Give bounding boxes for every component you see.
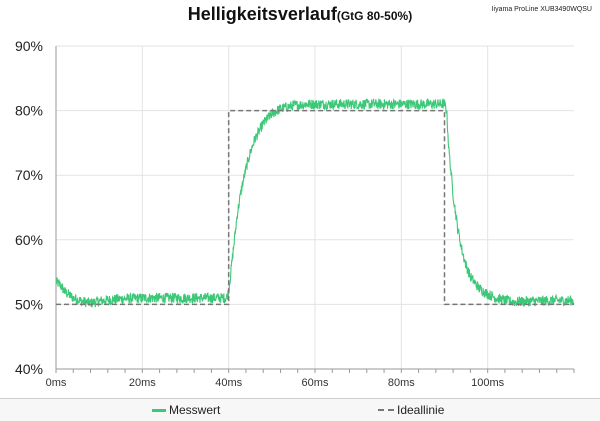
y-tick-label-5: 90% xyxy=(15,38,43,54)
chart-legend: Messwert Ideallinie xyxy=(0,398,600,421)
response-time-chart: 0ms 20ms 40ms 60ms 80ms 100ms 40% 50% 60% 70% 80% 9… xyxy=(15,38,575,389)
monitor-model-label: Iiyama ProLine XUB3490WQSU xyxy=(491,6,592,13)
legend-swatch-messwert xyxy=(152,408,166,412)
chart-title: Helligkeitsverlauf(GtG 80-50%) xyxy=(0,4,600,32)
chart-grid xyxy=(56,45,574,369)
series-messwert-line xyxy=(55,97,575,308)
x-tick-label-2: 40ms xyxy=(215,377,242,389)
chart-tick-labels: 0ms 20ms 40ms 60ms 80ms 100ms 40% 50% 60% 70% 80% 9… xyxy=(15,38,505,389)
chart-title-main: Helligkeitsverlauf xyxy=(187,4,337,24)
legend-item-ideallinie: Ideallinie xyxy=(378,402,444,418)
legend-swatch-ideallinie xyxy=(378,409,394,411)
x-tick-label-4: 80ms xyxy=(388,377,415,389)
legend-label-messwert: Messwert xyxy=(169,403,221,417)
x-tick-label-1: 20ms xyxy=(129,377,156,389)
y-tick-label-3: 70% xyxy=(15,167,43,183)
legend-label-ideallinie: Ideallinie xyxy=(397,403,445,417)
y-tick-label-0: 40% xyxy=(15,361,43,377)
legend-item-messwert: Messwert xyxy=(152,402,220,418)
y-tick-label-4: 80% xyxy=(15,103,43,119)
x-tick-label-0: 0ms xyxy=(46,377,67,389)
y-tick-label-2: 60% xyxy=(15,232,43,248)
chart-series xyxy=(55,97,575,308)
y-tick-label-1: 50% xyxy=(15,296,43,312)
series-ideallinie-line xyxy=(56,109,574,306)
x-tick-label-5: 100ms xyxy=(471,377,505,389)
chart-title-sub: (GtG 80-50%) xyxy=(336,9,413,23)
x-tick-label-3: 60ms xyxy=(302,377,329,389)
chart-axes xyxy=(55,46,575,373)
